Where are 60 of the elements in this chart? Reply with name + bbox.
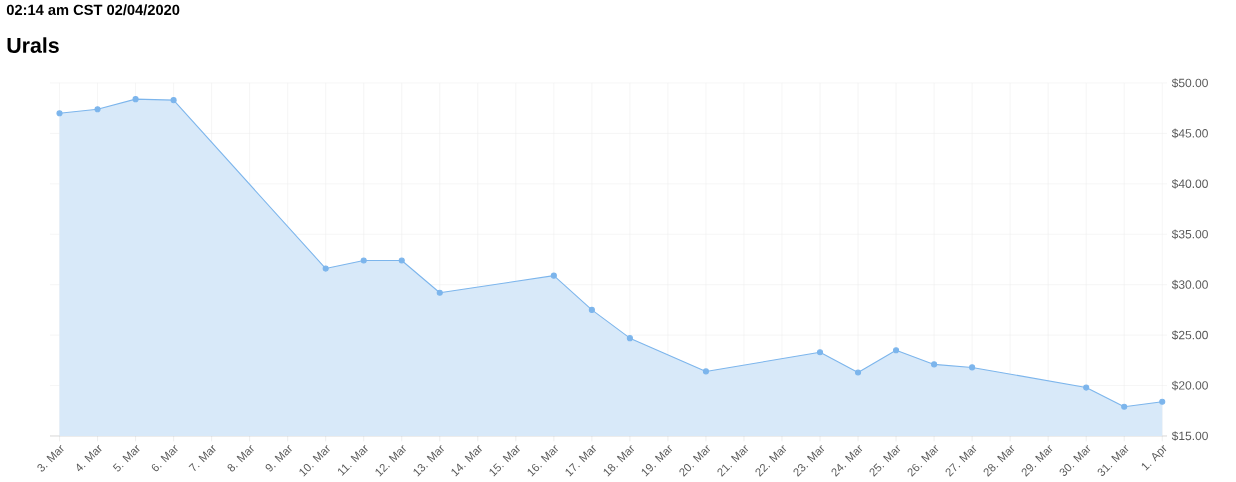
point [816,349,824,356]
x-tick-label: 15. Mar [489,444,520,477]
x-tick-label: 23. Mar [793,445,825,477]
x-tick-label: 9. Mar [265,445,292,472]
y-tick-label: $35.00 [1171,229,1208,240]
x-tick-label: 7. Mar [188,444,216,472]
x-tick-label: 13. Mar [413,445,444,477]
point [702,368,710,375]
point [398,257,405,264]
x-tick-label: 11. Mar [338,444,368,476]
x-tick-label: 18. Mar [603,445,635,477]
point [626,335,633,342]
y-tick-label: $15.00 [1171,431,1208,441]
x-tick-label: 5. Mar [112,444,140,472]
point [969,364,976,371]
point [322,265,329,272]
point [360,257,367,264]
y-tick-label: $20.00 [1171,380,1208,391]
point [170,97,177,104]
point [1121,403,1128,410]
x-tick-label: 31. Mar [1097,445,1129,476]
y-tick-label: $30.00 [1171,279,1208,290]
y-tick-label: $40.00 [1171,178,1208,189]
x-tick-label: 19. Mar [641,445,673,477]
chart-subtitle: 02:14 am CST 02/04/2020 [6,4,180,16]
point [588,306,595,313]
x-tick-label: 1. Apr [1141,444,1167,471]
x-tick-label: 12. Mar [375,445,406,477]
x-tick-label: 29. Mar [1021,445,1053,477]
point [931,361,938,368]
x-tick-label: 22. Mar [755,445,787,477]
x-tick-label: 4. Mar [76,444,102,472]
point [94,106,101,113]
point [436,289,443,296]
x-tick-label: 6. Mar [151,445,178,472]
y-tick-label: $50.00 [1171,78,1208,88]
x-tick-label: 25. Mar [869,445,901,477]
y-tick-label: $45.00 [1171,128,1208,139]
x-tick-label: 21. Mar [717,445,749,477]
x-tick-label: 3. Mar [37,445,64,472]
x-tick-label: 24. Mar [831,445,863,477]
point [550,272,557,279]
point [1083,384,1090,391]
point [1159,398,1166,405]
x-tick-label: 10. Mar [299,445,330,477]
point [56,110,63,117]
point [854,369,862,376]
x-tick-label: 16. Mar [527,445,559,477]
x-tick-label: 17. Mar [565,444,596,477]
x-tick-label: 27. Mar [945,445,977,477]
y-tick-label: $25.00 [1171,330,1208,340]
x-tick-label: 8. Mar [227,445,254,472]
x-tick-label: 20. Mar [679,445,711,477]
point [893,347,900,354]
point [132,96,139,103]
x-tick-label: 30. Mar [1059,445,1091,476]
x-tick-label: 26. Mar [907,445,939,477]
x-tick-label: 14. Mar [451,444,482,477]
x-tick-label: 28. Mar [983,445,1015,477]
chart-title: Urals [7,37,59,53]
